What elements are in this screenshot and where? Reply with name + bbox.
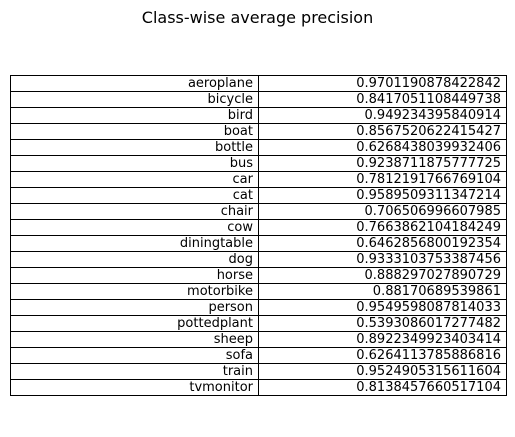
table-row: bicycle 0.8417051108449738	[10, 91, 507, 108]
table-row: bus 0.9238711875777725	[10, 155, 507, 172]
class-label-cell: bicycle	[10, 91, 259, 108]
table-row: diningtable 0.6462856800192354	[10, 235, 507, 252]
class-label-cell: cat	[10, 187, 259, 204]
class-label-cell: horse	[10, 267, 259, 284]
precision-value-cell: 0.706506996607985	[258, 203, 507, 220]
precision-value-cell: 0.5393086017277482	[258, 315, 507, 332]
class-label-cell: aeroplane	[10, 75, 259, 92]
class-label-cell: bottle	[10, 139, 259, 156]
precision-value-cell: 0.6462856800192354	[258, 235, 507, 252]
precision-value-cell: 0.9589509311347214	[258, 187, 507, 204]
precision-value-cell: 0.9238711875777725	[258, 155, 507, 172]
table-row: sofa 0.6264113785886816	[10, 347, 507, 364]
precision-value-cell: 0.949234395840914	[258, 107, 507, 124]
precision-value-cell: 0.8567520622415427	[258, 123, 507, 140]
table-row: aeroplane 0.9701190878422842	[10, 75, 507, 92]
class-label-cell: dog	[10, 251, 259, 268]
table-row: chair 0.706506996607985	[10, 203, 507, 220]
precision-value-cell: 0.88170689539861	[258, 283, 507, 300]
class-label-cell: bus	[10, 155, 259, 172]
precision-value-cell: 0.8138457660517104	[258, 379, 507, 396]
class-label-cell: diningtable	[10, 235, 259, 252]
precision-value-cell: 0.9701190878422842	[258, 75, 507, 92]
precision-value-cell: 0.6264113785886816	[258, 347, 507, 364]
class-label-cell: pottedplant	[10, 315, 259, 332]
ap-table-body: aeroplane 0.9701190878422842 bicycle 0.8417…	[10, 75, 507, 396]
table-row: bird 0.949234395840914	[10, 107, 507, 124]
precision-value-cell: 0.6268438039932406	[258, 139, 507, 156]
class-label-cell: cow	[10, 219, 259, 236]
table-row: person 0.9549598087814033	[10, 299, 507, 316]
table-row: car 0.7812191766769104	[10, 171, 507, 188]
chart-title: Class-wise average precision	[141, 8, 374, 27]
class-label-cell: boat	[10, 123, 259, 140]
table-row: motorbike 0.88170689539861	[10, 283, 507, 300]
table-row: boat 0.8567520622415427	[10, 123, 507, 140]
class-label-cell: car	[10, 171, 259, 188]
class-label-cell: sheep	[10, 331, 259, 348]
table-row: tvmonitor 0.8138457660517104	[10, 379, 507, 396]
table-row: cat 0.9589509311347214	[10, 187, 507, 204]
table-row: horse 0.888297027890729	[10, 267, 507, 284]
ap-table: aeroplane 0.9701190878422842 bicycle 0.8417…	[10, 75, 507, 396]
precision-value-cell: 0.8417051108449738	[258, 91, 507, 108]
precision-value-cell: 0.7812191766769104	[258, 171, 507, 188]
precision-value-cell: 0.9524905315611604	[258, 363, 507, 380]
table-row: sheep 0.8922349923403414	[10, 331, 507, 348]
table-row: dog 0.9333103753387456	[10, 251, 507, 268]
table-row: train 0.9524905315611604	[10, 363, 507, 380]
class-label-cell: bird	[10, 107, 259, 124]
table-row: pottedplant 0.5393086017277482	[10, 315, 507, 332]
class-label-cell: train	[10, 363, 259, 380]
precision-value-cell: 0.888297027890729	[258, 267, 507, 284]
class-label-cell: sofa	[10, 347, 259, 364]
class-label-cell: tvmonitor	[10, 379, 259, 396]
precision-value-cell: 0.8922349923403414	[258, 331, 507, 348]
precision-value-cell: 0.9333103753387456	[258, 251, 507, 268]
precision-value-cell: 0.7663862104184249	[258, 219, 507, 236]
table-row: bottle 0.6268438039932406	[10, 139, 507, 156]
precision-value-cell: 0.9549598087814033	[258, 299, 507, 316]
class-label-cell: person	[10, 299, 259, 316]
table-row: cow 0.7663862104184249	[10, 219, 507, 236]
class-label-cell: chair	[10, 203, 259, 220]
class-label-cell: motorbike	[10, 283, 259, 300]
